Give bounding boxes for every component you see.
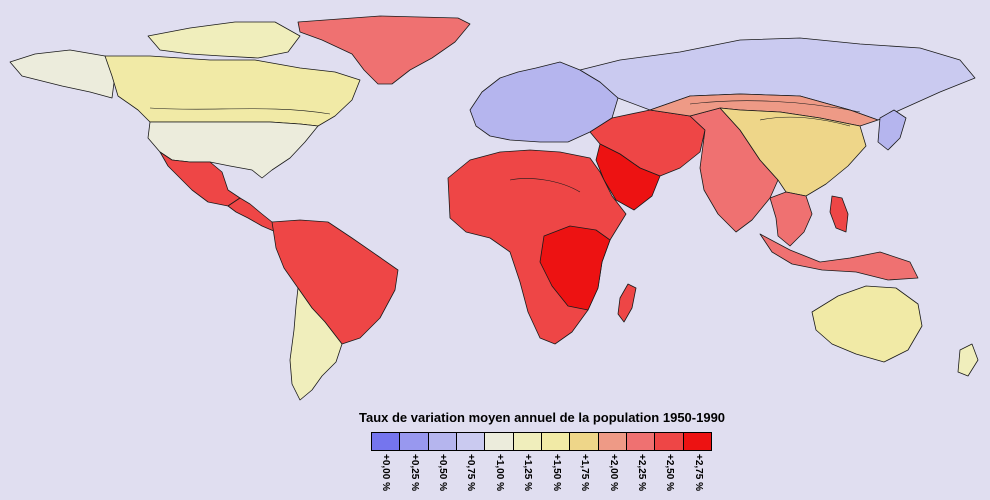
legend-tick-label: +1,00 % [493,454,505,491]
region-china [719,107,867,197]
region-japan [877,109,907,151]
legend-swatch [372,433,401,450]
region-south-america [271,219,399,345]
legend-swatch [655,433,684,450]
region-madagascar [617,283,637,323]
region-indonesia [759,233,919,281]
contour-line [759,116,851,127]
legend-tick-label: +0,50 % [437,454,449,491]
contour-line [149,107,331,115]
legend-tick-label: +2,00 % [607,454,619,491]
legend-title: Taux de variation moyen annuel de la pop… [359,410,726,425]
region-new-zealand [957,343,979,377]
legend-swatch [400,433,429,450]
region-alaska [9,49,116,99]
legend-swatch [683,433,711,450]
legend-swatch [513,433,542,450]
region-philippines [829,195,849,233]
region-arabia [595,143,661,211]
legend-swatch [541,433,571,450]
region-greenland [297,15,471,85]
legend-swatch [598,433,627,450]
legend-tick-labels: +0,00 % +0,25 % +0,50 % +0,75 % +1,00 % +1,25… [371,454,712,500]
legend-swatch [485,433,514,450]
legend-tick-label: +0,75 % [465,454,477,491]
legend-tick-label: +0,25 % [408,454,420,491]
region-arctic-canada [147,21,301,59]
legend-swatch [428,433,457,450]
legend-swatch [570,433,599,450]
region-east-africa [539,225,611,311]
legend-tick-label: +1,25 % [522,454,534,491]
legend-color-scale [371,432,712,451]
legend-tick-label: +0,00 % [380,454,392,491]
legend-tick-label: +2,25 % [635,454,647,491]
region-southeast-asia [769,191,813,247]
legend-tick-label: +2,50 % [664,454,676,491]
legend-tick-label: +1,50 % [550,454,562,491]
region-southern-cone [289,287,343,401]
legend-tick-label: +2,75 % [692,454,704,491]
legend-swatch [626,433,656,450]
contour-line [689,100,861,113]
legend-tick-label: +1,75 % [579,454,591,491]
region-canada [104,55,361,127]
contour-line [509,178,581,193]
legend-swatch [456,433,486,450]
region-australia [811,285,923,363]
